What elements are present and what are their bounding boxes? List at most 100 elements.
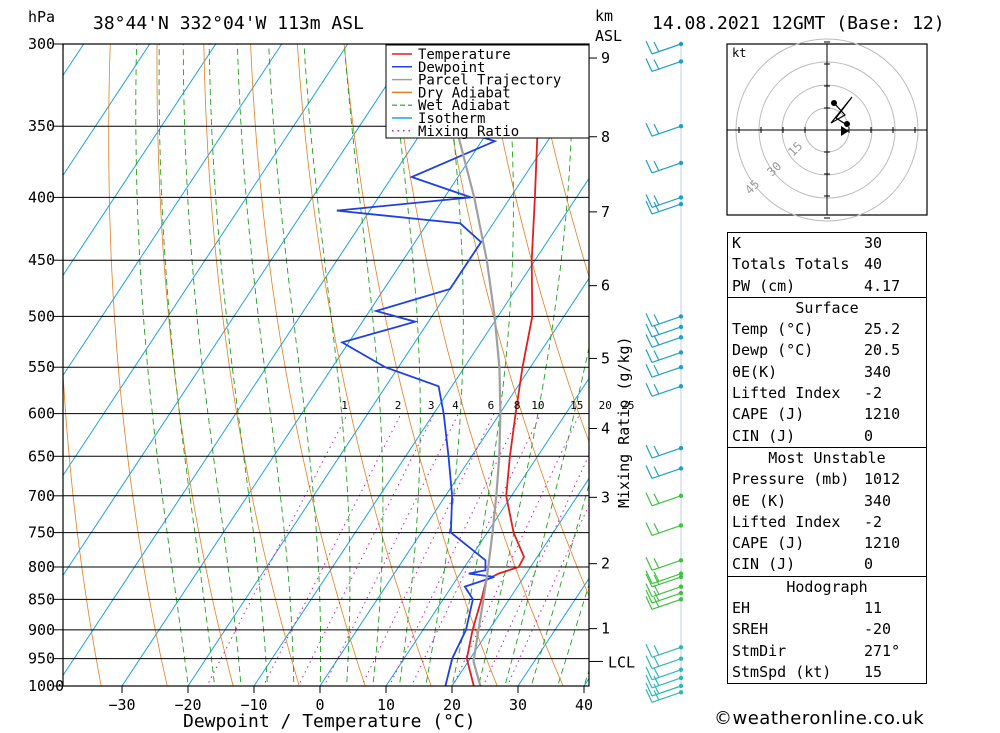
dry-adiabat-line — [959, 0, 1000, 712]
stat-label: K — [732, 234, 742, 252]
mixing-ratio-label: 10 — [531, 399, 544, 412]
storm-motion-marker — [841, 126, 849, 136]
mixing-ratio-line — [323, 413, 459, 686]
wet-adiabat-line — [425, 44, 464, 686]
isotherm-line — [63, 44, 85, 77]
km-tick-label: 7 — [601, 203, 610, 221]
legend-label: Dry Adiabat — [418, 85, 511, 101]
location-title: 38°44'N 332°04'W 113m ASL — [93, 13, 364, 34]
legend-label: Wet Adiabat — [418, 98, 511, 114]
stat-value: -20 — [864, 620, 892, 639]
stat-label: StmSpd (kt) — [732, 662, 832, 681]
stat-label: θE(K) — [732, 362, 778, 381]
mixing-ratio-label: 1 — [341, 399, 348, 412]
pressure-tick-label: 450 — [28, 251, 55, 269]
stat-row: Lifted Index -2 — [728, 383, 926, 404]
isotherm-line — [63, 44, 151, 177]
stat-label: SREH — [732, 620, 769, 639]
stat-row: CAPE (J) 1210 — [728, 533, 926, 554]
stat-row: Pressure (mb) 1012 — [728, 469, 926, 490]
temp-tick-label: −30 — [108, 696, 135, 714]
stat-label: CAPE (J) — [732, 534, 805, 553]
pressure-tick-label: 700 — [28, 487, 55, 505]
dry-adiabat-line — [484, 44, 589, 443]
stat-value: -2 — [864, 384, 883, 403]
wind-barb — [645, 465, 684, 480]
stat-row: K 30 — [728, 233, 926, 254]
isotherm-line — [253, 177, 589, 686]
wind-barb — [645, 313, 684, 327]
km-tick-label: 1 — [601, 620, 610, 638]
stat-row: CIN (J) 0 — [728, 426, 926, 447]
km-tick-label: 8 — [601, 128, 610, 146]
lcl-label: LCL — [608, 653, 635, 671]
stat-label: CIN (J) — [732, 426, 796, 445]
wet-adiabat-line — [530, 482, 589, 686]
stat-row: EH 11 — [728, 598, 926, 619]
wind-barb — [645, 644, 684, 658]
pressure-tick-label: 1000 — [28, 677, 64, 695]
stat-value: 25.2 — [864, 320, 901, 339]
legend-label: Temperature — [418, 47, 511, 63]
wet-adiabat-line — [343, 44, 384, 686]
datetime-title: 14.08.2021 12GMT (Base: 12) — [652, 13, 945, 34]
km-tick-label: 5 — [601, 349, 610, 367]
wind-barb — [645, 122, 684, 137]
mixing-ratio-line — [206, 413, 349, 686]
stat-value: 0 — [864, 555, 874, 574]
km-tick-label: 6 — [601, 277, 610, 295]
temp-tick-label: 10 — [377, 696, 395, 714]
general-indices: K 30 Totals Totals 40 PW (cm) 4.17 — [727, 232, 927, 298]
wet-adiabat-line — [135, 44, 189, 686]
pressure-tick-label: 350 — [28, 117, 55, 135]
stat-label: PW (cm) — [732, 276, 796, 295]
mixing-ratio-line — [297, 413, 435, 686]
isotherm-line — [63, 44, 349, 477]
stat-row: Temp (°C) 25.2 — [728, 319, 926, 340]
mixing-ratio-label: 4 — [452, 399, 459, 412]
temperature-profile — [465, 44, 539, 686]
km-label: km — [595, 7, 613, 25]
hodograph-section: Hodograph EH 11 SREH -20 StmDir 271° StmSpd (k… — [727, 575, 927, 685]
pressure-tick-label: 600 — [28, 405, 55, 423]
isotherm-line — [63, 44, 217, 277]
stat-value: 4.17 — [864, 276, 901, 295]
pressure-tick-label: 650 — [28, 447, 55, 465]
mixing-ratio-label: 25 — [621, 399, 634, 412]
wind-barb — [645, 349, 684, 364]
most-unstable-title: Most Unstable — [768, 448, 886, 467]
hodograph-unit-label: kt — [732, 46, 746, 60]
km-tick-label: 9 — [601, 49, 610, 67]
stat-row: Lifted Index -2 — [728, 512, 926, 533]
dry-adiabat-line — [63, 44, 102, 686]
stat-label: θE (K) — [732, 491, 787, 510]
pressure-tick-label: 750 — [28, 524, 55, 542]
wind-barb — [645, 682, 684, 697]
stat-row: SREH -20 — [728, 619, 926, 640]
wind-barb — [645, 589, 684, 604]
wind-barb — [645, 334, 684, 348]
stat-value: 0 — [864, 426, 874, 445]
stat-value: -2 — [864, 512, 883, 531]
stat-value: 30 — [864, 234, 883, 252]
legend-label: Dewpoint — [418, 60, 485, 76]
stat-value: 20.5 — [864, 341, 901, 360]
stat-row: PW (cm) 4.17 — [728, 276, 926, 297]
mixing-ratio-label: 20 — [599, 399, 612, 412]
stat-label: CAPE (J) — [732, 405, 805, 424]
mixing-ratio-line — [452, 413, 581, 686]
wind-barb — [645, 40, 684, 55]
stat-row: CIN (J) 0 — [728, 554, 926, 575]
km-tick-label: 2 — [601, 555, 610, 573]
stat-row: CAPE (J) 1210 — [728, 404, 926, 425]
stat-label: Temp (°C) — [732, 320, 814, 339]
km-tick-label: 4 — [601, 420, 610, 438]
temp-tick-label: 30 — [509, 696, 527, 714]
stat-value: 15 — [864, 662, 883, 681]
stat-row: Totals Totals 40 — [728, 254, 926, 275]
wind-barb — [645, 522, 684, 537]
stat-label: Lifted Index — [732, 384, 841, 403]
wind-barb — [645, 383, 684, 397]
wet-adiabat-line — [208, 44, 268, 686]
